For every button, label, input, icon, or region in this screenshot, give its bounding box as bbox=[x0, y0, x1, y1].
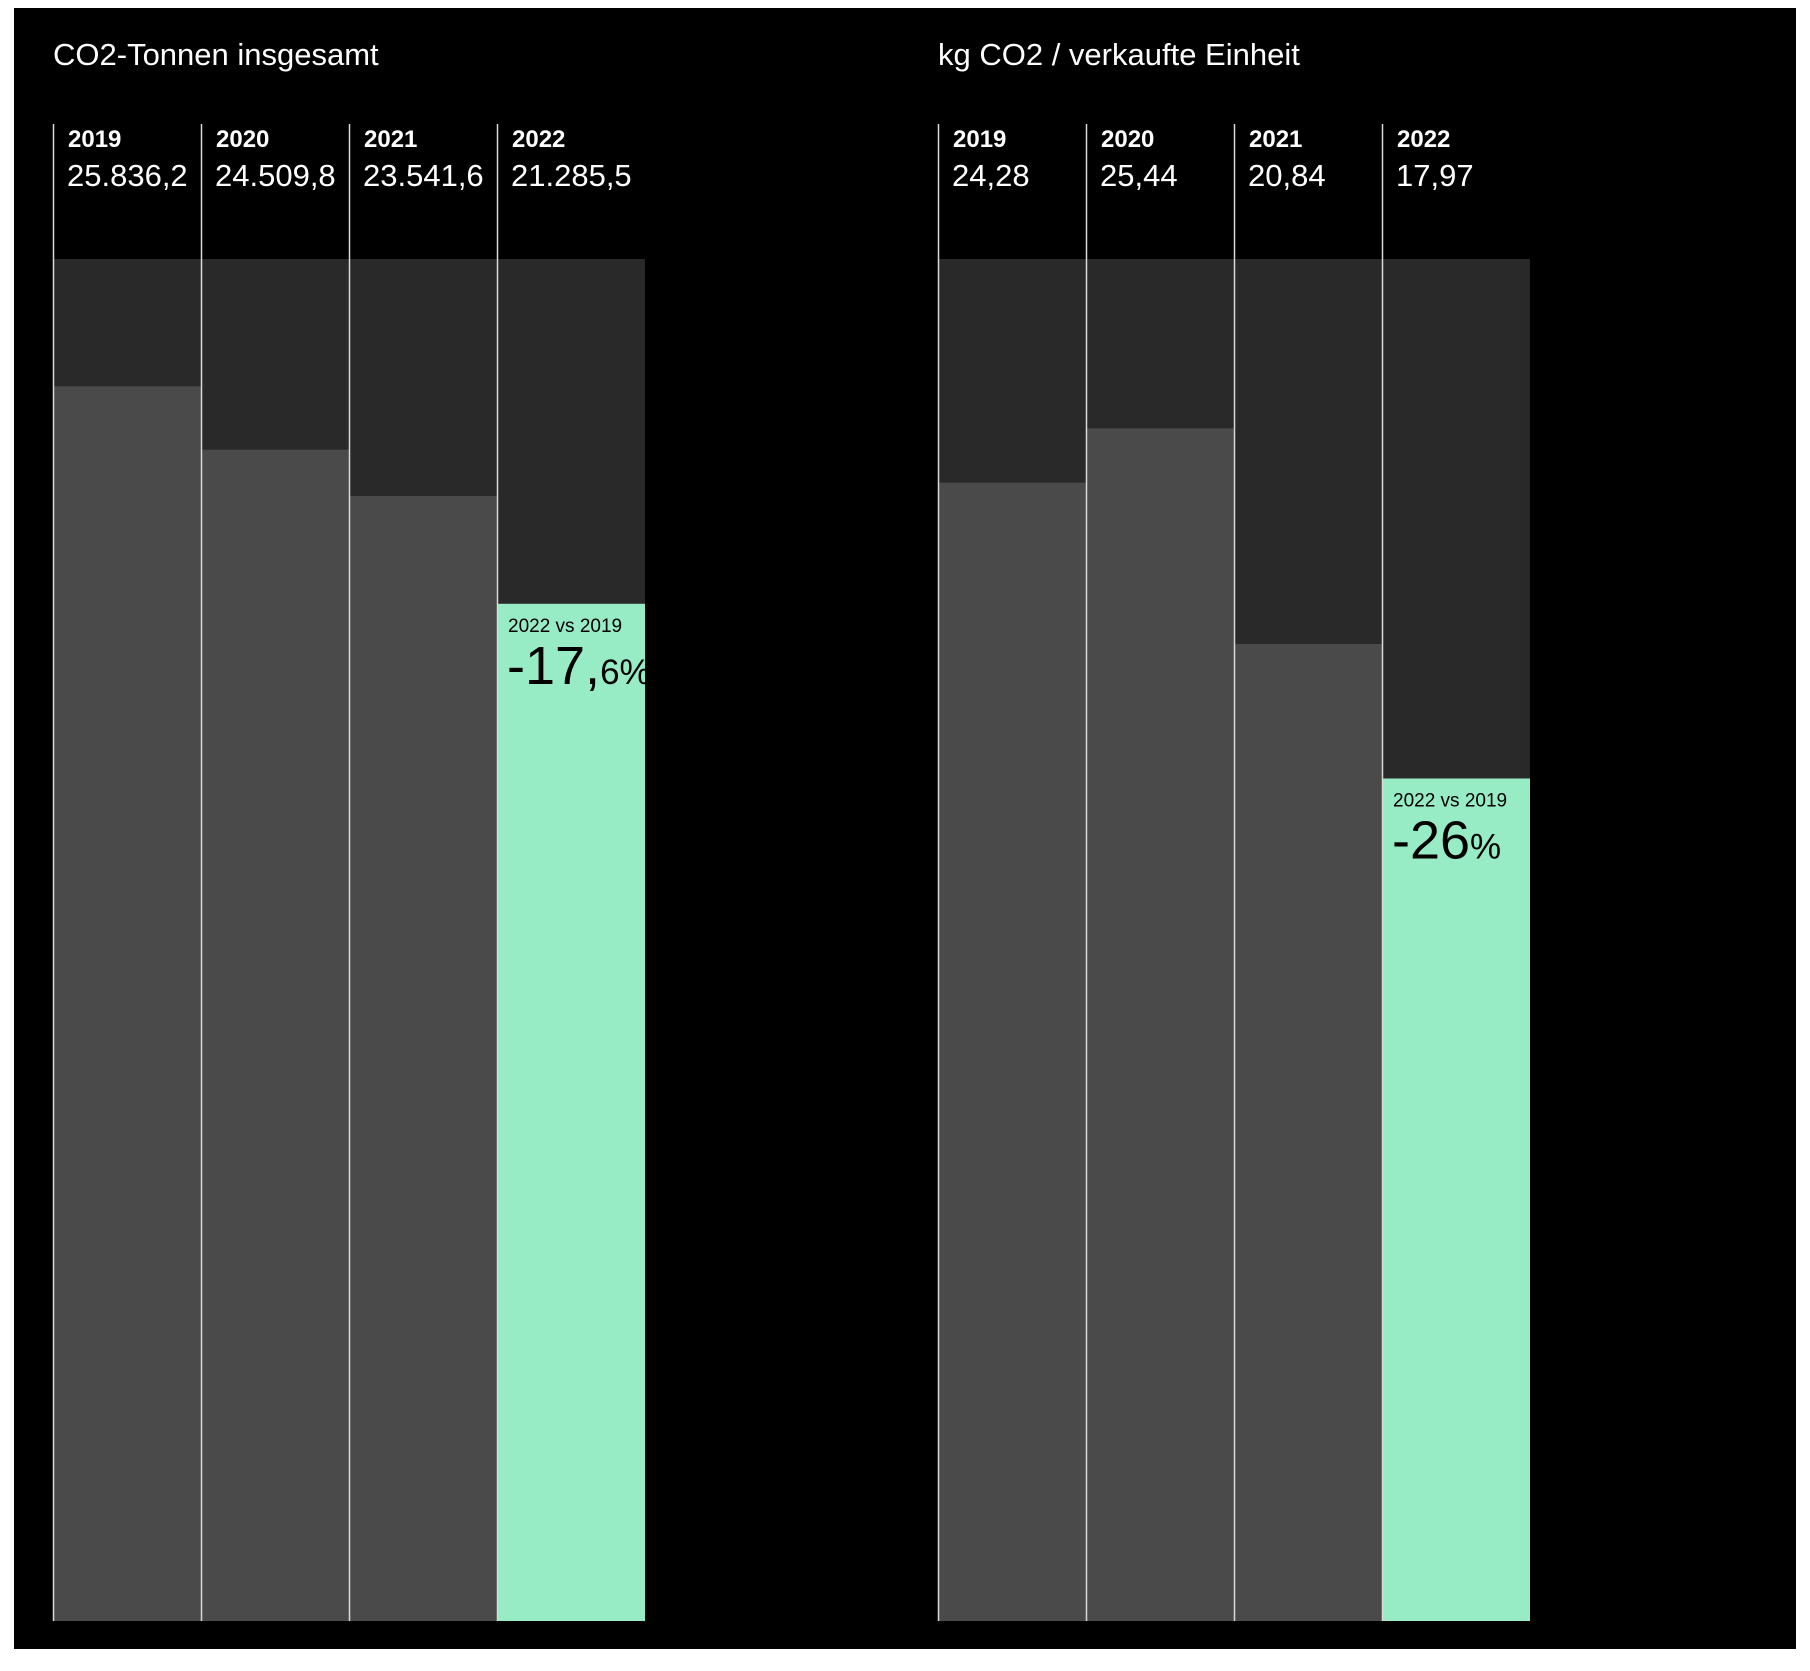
chart-title: kg CO2 / verkaufte Einheit bbox=[938, 37, 1300, 72]
value-label: 24,28 bbox=[952, 158, 1030, 193]
value-label: 25,44 bbox=[1100, 158, 1178, 193]
year-label: 2020 bbox=[1101, 126, 1154, 153]
highlight-bar bbox=[497, 603, 645, 1621]
year-label: 2022 bbox=[1397, 126, 1450, 153]
comparison-label: 2022 vs 2019 bbox=[508, 616, 622, 637]
year-label: 2021 bbox=[1249, 126, 1302, 153]
bar bbox=[201, 449, 349, 1621]
bar bbox=[53, 386, 201, 1621]
chart-panel-1: CO2-Tonnen insgesamt 2019 25.836,2 2020 24.5… bbox=[52, 37, 651, 1621]
comparison-value-main: -17, bbox=[507, 636, 600, 696]
highlight-bar bbox=[1382, 778, 1530, 1621]
value-label: 21.285,5 bbox=[511, 158, 632, 193]
value-label: 20,84 bbox=[1248, 158, 1326, 193]
charts-svg: CO2-Tonnen insgesamt 2019 25.836,2 2020 24.5… bbox=[52, 37, 1530, 1622]
value-label: 24.509,8 bbox=[215, 158, 336, 193]
year-label: 2019 bbox=[68, 126, 121, 153]
comparison-label: 2022 vs 2019 bbox=[1393, 790, 1507, 811]
year-label: 2019 bbox=[953, 126, 1006, 153]
comparison-value: -26% bbox=[1392, 810, 1501, 870]
bar bbox=[1234, 643, 1382, 1621]
chart-panel-2: kg CO2 / verkaufte Einheit 2019 24,28 2020 2… bbox=[937, 37, 1530, 1622]
bar bbox=[1086, 428, 1234, 1622]
comparison-value-suffix: 6% bbox=[600, 653, 651, 692]
comparison-value-main: -26 bbox=[1392, 810, 1470, 870]
comparison-value: -17,6% bbox=[507, 636, 651, 696]
chart-canvas: CO2-Tonnen insgesamt 2019 25.836,2 2020 24.5… bbox=[14, 8, 1796, 1649]
comparison-value-suffix: % bbox=[1470, 827, 1501, 866]
year-label: 2020 bbox=[216, 126, 269, 153]
bar bbox=[938, 482, 1086, 1622]
year-label: 2021 bbox=[364, 126, 417, 153]
year-label: 2022 bbox=[512, 126, 565, 153]
value-label: 17,97 bbox=[1396, 158, 1474, 193]
value-label: 25.836,2 bbox=[67, 158, 188, 193]
chart-title: CO2-Tonnen insgesamt bbox=[53, 37, 379, 72]
bar bbox=[349, 495, 497, 1621]
value-label: 23.541,6 bbox=[363, 158, 484, 193]
